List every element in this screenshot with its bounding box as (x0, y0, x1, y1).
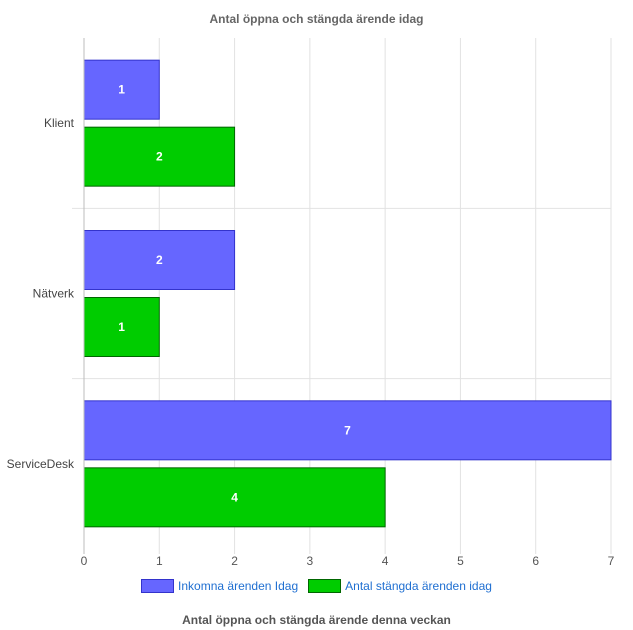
bars (83, 59, 612, 528)
legend-label-inkomna: Inkomna ärenden Idag (178, 579, 299, 593)
bar-stangda-nätverk (83, 297, 160, 357)
legend-item-inkomna[interactable]: Inkomna ärenden Idag (141, 579, 298, 593)
x-tick-label: 6 (532, 554, 539, 568)
x-tick-label: 1 (156, 554, 163, 568)
x-tick-label: 4 (382, 554, 389, 568)
legend-item-stangda[interactable]: Antal stängda ärenden idag (308, 579, 492, 593)
data-label: 1 (118, 320, 125, 334)
data-label: 1 (118, 83, 125, 97)
footer-title: Antal öppna och stängda ärende denna vec… (182, 613, 451, 627)
data-labels: 1 2 2 1 7 4 (118, 83, 351, 505)
x-tick-label: 2 (231, 554, 238, 568)
chart-title: Antal öppna och stängda ärende idag (209, 12, 424, 26)
x-tick-label: 3 (307, 554, 314, 568)
bar-stangda-servicedesk (83, 467, 386, 528)
axes: 0 1 2 3 4 5 6 7 Klient Nätverk ServiceDesk (7, 38, 615, 568)
data-label: 2 (156, 150, 163, 164)
legend: Inkomna ärenden Idag Antal stängda ärend… (0, 579, 633, 593)
x-tick-label: 0 (81, 554, 88, 568)
y-tick-label-klient: Klient (44, 116, 75, 130)
y-tick-label-nätverk: Nätverk (33, 287, 75, 301)
legend-swatch-stangda (308, 579, 342, 593)
data-label: 2 (156, 253, 163, 267)
bar-inkomna-nätverk (83, 230, 236, 290)
x-tick-label: 5 (457, 554, 464, 568)
y-tick-label-servicedesk: ServiceDesk (7, 457, 75, 471)
data-label: 4 (231, 490, 238, 504)
legend-swatch-inkomna (141, 579, 175, 593)
legend-label-stangda: Antal stängda ärenden idag (345, 579, 492, 593)
bar-inkomna-servicedesk (83, 400, 612, 461)
x-tick-label: 7 (608, 554, 615, 568)
data-label: 7 (344, 423, 351, 437)
